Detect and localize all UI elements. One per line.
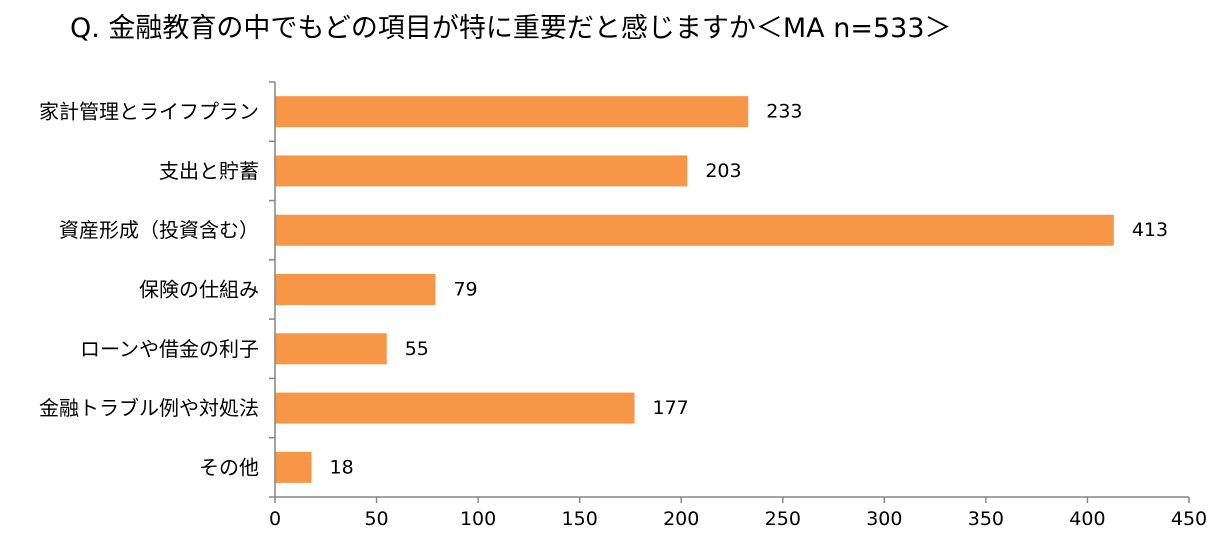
bar [275,96,749,128]
category-label: 支出と貯蓄 [159,159,259,183]
x-tick-label: 350 [968,508,1004,530]
x-tick-label: 150 [562,508,598,530]
category-label: 家計管理とライフプラン [39,100,259,124]
x-tick-label: 50 [364,508,388,530]
category-label: ローンや借金の利子 [80,337,259,361]
bar [275,392,635,424]
data-label: 203 [705,160,741,182]
x-tick-label: 100 [460,508,496,530]
data-label: 18 [330,456,354,478]
data-label: 413 [1132,219,1168,241]
x-tick-label: 0 [269,508,281,530]
x-tick-label: 450 [1171,508,1207,530]
category-label: 保険の仕組み [139,278,259,302]
bar [275,214,1114,246]
chart-title: Q. 金融教育の中でもどの項目が特に重要だと感じますか＜MA n=533＞ [70,13,952,44]
x-tick-label: 300 [866,508,902,530]
category-label: その他 [199,455,259,479]
data-label: 79 [453,279,477,301]
bar [275,274,436,305]
category-label: 資産形成（投資含む） [59,218,259,242]
x-tick-label: 250 [765,508,801,530]
data-label: 233 [766,101,802,123]
data-label: 177 [653,397,689,419]
category-label: 金融トラブル例や対処法 [39,396,259,420]
x-tick-label: 200 [663,508,699,530]
bar [275,155,688,187]
x-tick-label: 400 [1069,508,1105,530]
bar [275,333,387,365]
bar [275,451,312,483]
data-label: 55 [405,338,429,360]
